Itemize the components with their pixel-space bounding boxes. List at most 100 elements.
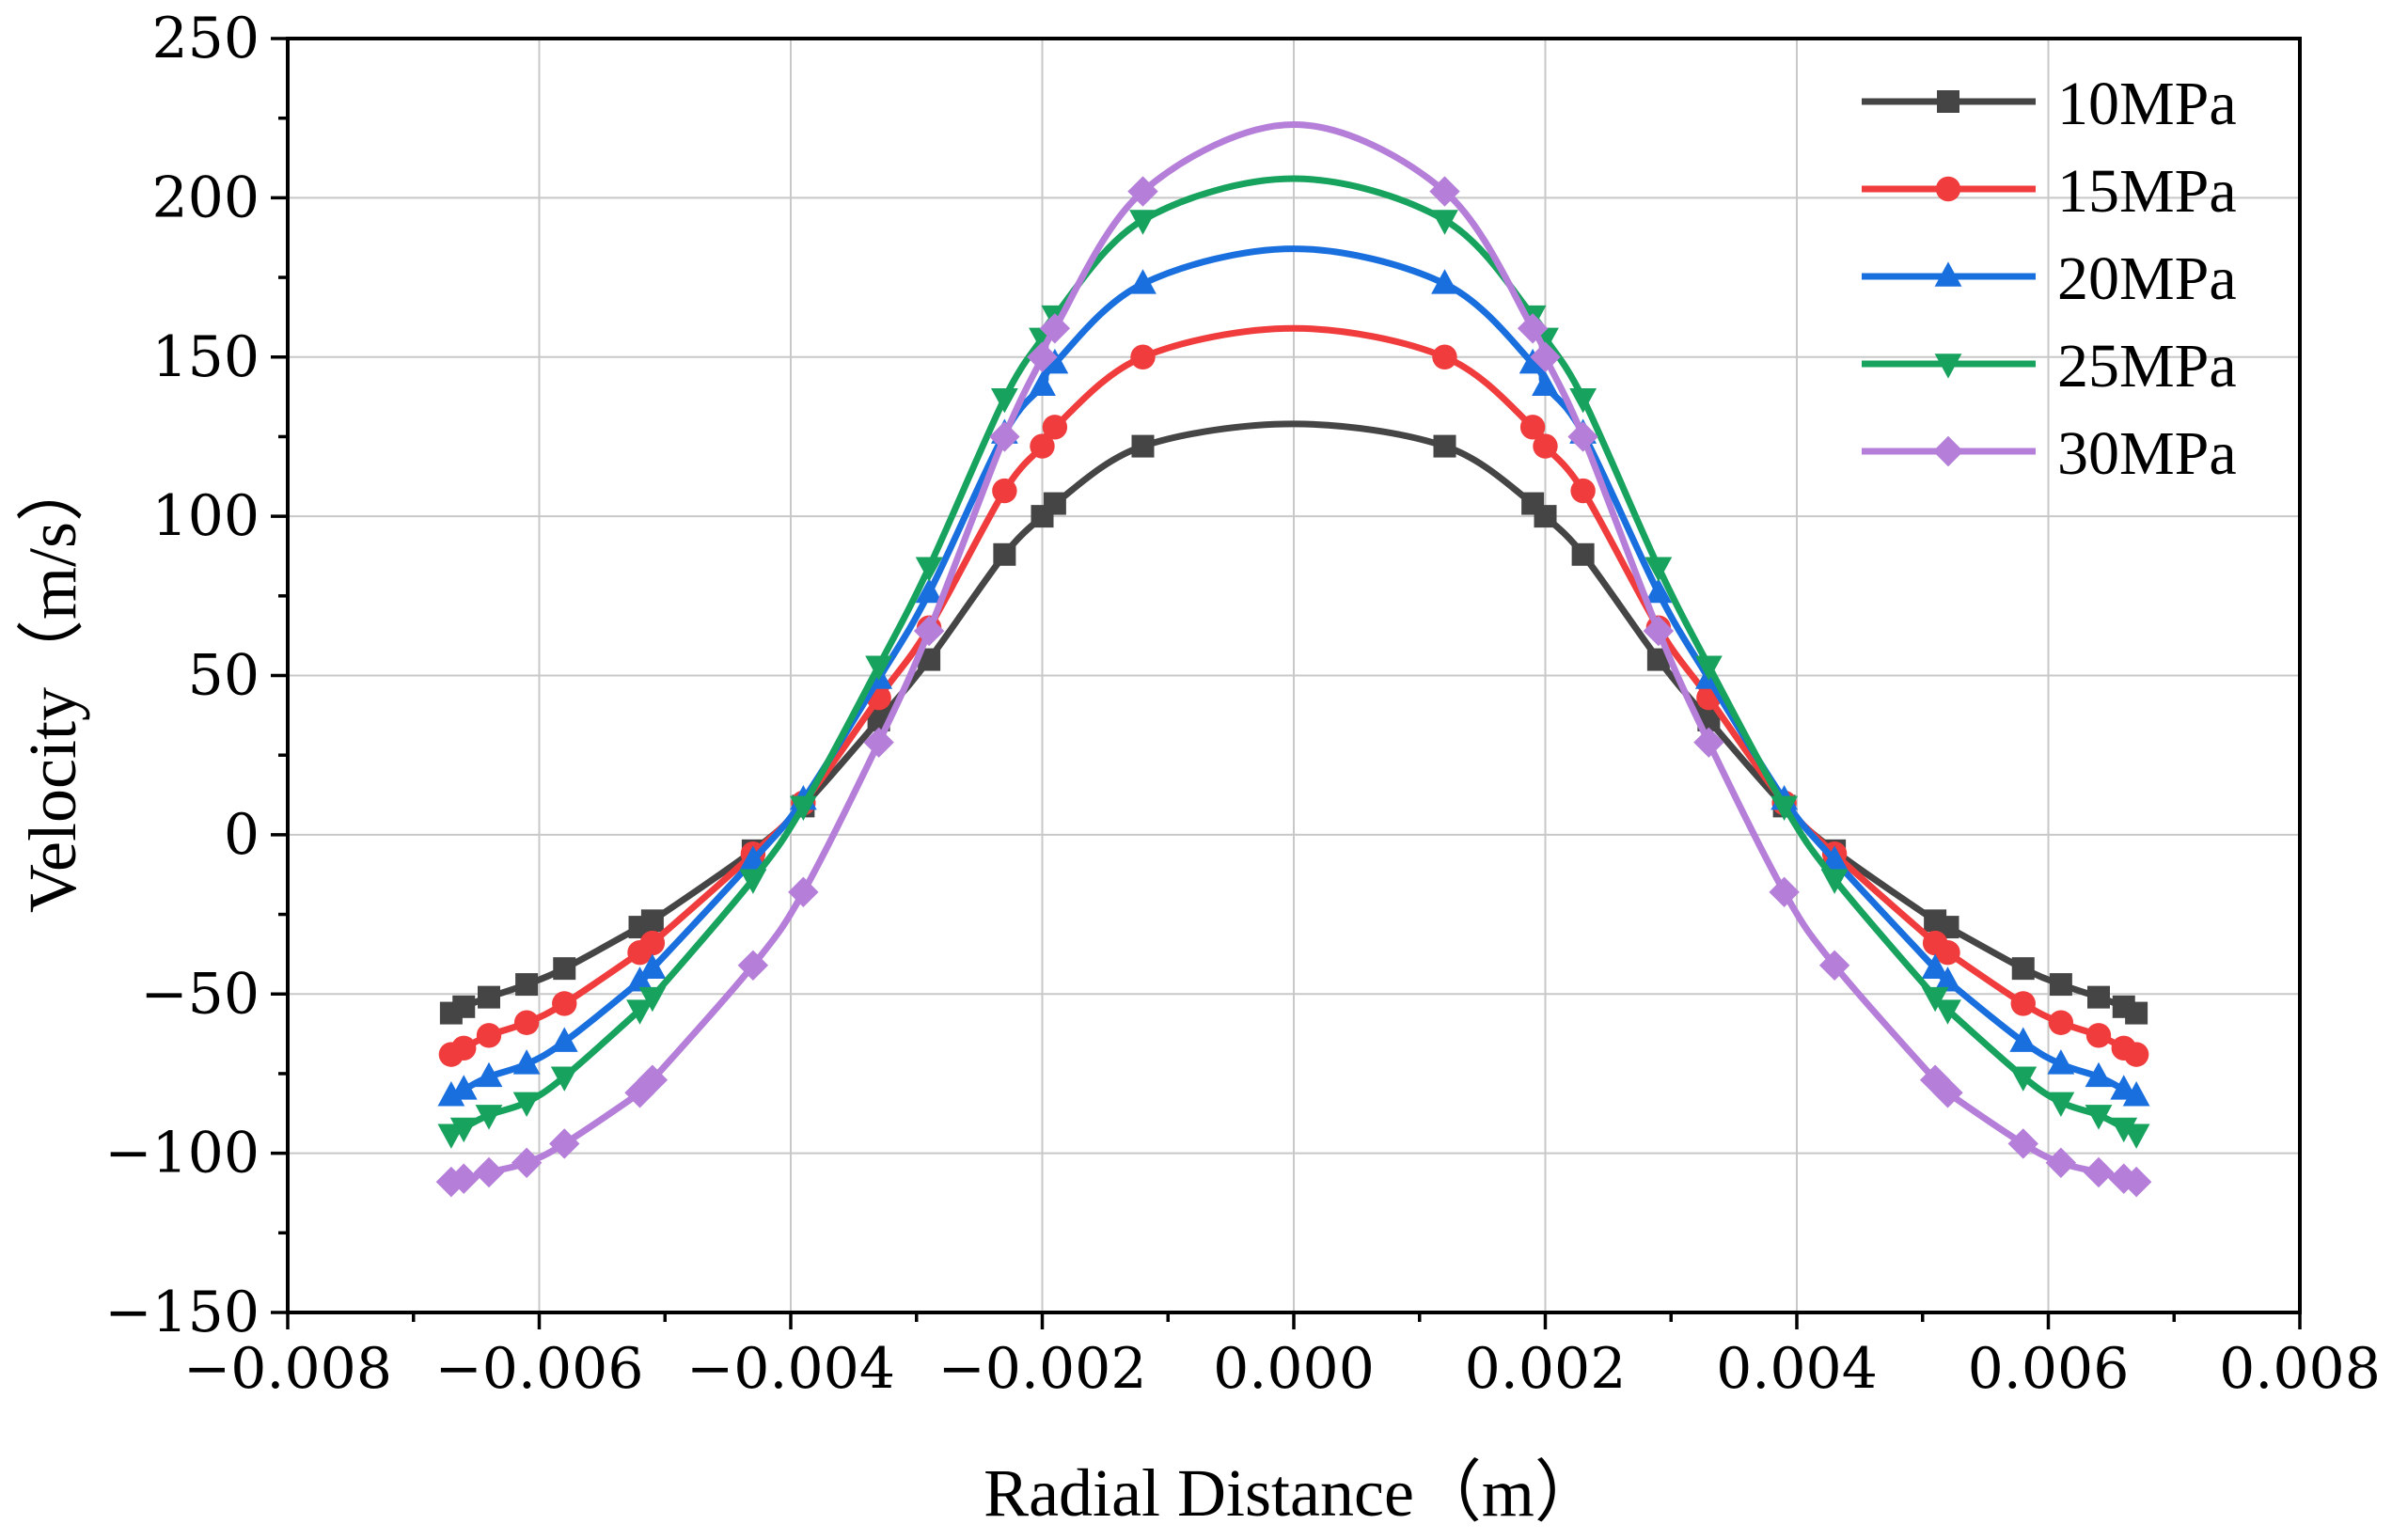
data-point xyxy=(626,966,653,992)
data-point xyxy=(2049,973,2072,997)
data-point xyxy=(2122,1081,2150,1107)
legend-marker xyxy=(1934,354,1962,379)
data-point xyxy=(1693,727,1724,758)
data-point xyxy=(2009,1066,2038,1092)
data-point xyxy=(1431,269,1458,294)
data-point xyxy=(1921,986,1949,1013)
y-tick-label: 200 xyxy=(151,165,260,230)
data-point xyxy=(1433,434,1456,458)
data-point xyxy=(2125,1001,2148,1025)
data-point xyxy=(993,542,1016,566)
data-point xyxy=(451,1035,477,1061)
data-point xyxy=(1042,415,1068,440)
data-point xyxy=(915,577,943,604)
data-point xyxy=(1432,344,1457,369)
data-point xyxy=(1043,492,1066,515)
data-point xyxy=(637,1064,669,1095)
x-tick-label: −0.008 xyxy=(183,1336,392,1402)
grid xyxy=(288,39,2300,1312)
data-point xyxy=(2083,1156,2115,1188)
y-tick-label: 0 xyxy=(224,802,260,868)
data-point xyxy=(1027,341,1058,372)
data-point xyxy=(2122,1124,2150,1149)
plot-frame xyxy=(286,37,2302,1314)
data-point xyxy=(1644,557,1673,582)
x-tick-label: 0.000 xyxy=(1213,1336,1375,1402)
data-point xyxy=(865,655,893,681)
data-point xyxy=(549,1128,580,1159)
data-point xyxy=(2010,991,2036,1016)
legend: 10MPa 15MPa 20MPa 25MPa 30MPa xyxy=(1862,70,2237,488)
data-point xyxy=(1029,370,1056,397)
data-point xyxy=(1519,348,1547,374)
data-point xyxy=(1769,876,1800,908)
data-point xyxy=(638,986,667,1013)
data-point xyxy=(1030,433,1055,459)
data-point xyxy=(1644,577,1673,604)
data-point xyxy=(2085,1105,2113,1130)
legend-entry: 30MPa xyxy=(1862,419,2237,488)
legend-label: 30MPa xyxy=(2057,419,2237,488)
data-point xyxy=(2045,1147,2077,1178)
data-point xyxy=(915,557,943,582)
data-point xyxy=(2009,1027,2038,1052)
data-point xyxy=(913,615,945,647)
y-tick-label: −150 xyxy=(104,1280,260,1345)
legend-label: 25MPa xyxy=(2057,332,2237,401)
x-tick-label: 0.008 xyxy=(2219,1336,2381,1402)
data-point xyxy=(1694,655,1723,681)
data-point xyxy=(1519,415,1546,440)
data-point xyxy=(1770,795,1799,821)
data-point xyxy=(448,1163,480,1194)
series-15MPa xyxy=(438,324,2149,1067)
data-point xyxy=(1530,341,1561,372)
data-point xyxy=(1934,999,1961,1025)
data-point xyxy=(513,1010,540,1035)
legend-label: 15MPa xyxy=(2057,157,2237,226)
data-point xyxy=(475,1061,503,1088)
data-point xyxy=(788,876,819,908)
tick-labels: −0.008 −0.006 −0.004 −0.002 0.000 0.002 0.004 0… xyxy=(104,6,2381,1402)
data-point xyxy=(1517,313,1549,344)
legend-marker xyxy=(1934,261,1962,287)
data-point xyxy=(1934,966,1961,992)
y-tick-label: 100 xyxy=(151,483,260,549)
data-point xyxy=(512,1049,541,1075)
data-point xyxy=(1919,1064,1951,1095)
data-point xyxy=(2087,985,2110,1009)
data-point xyxy=(2047,1049,2075,1075)
data-point xyxy=(2123,1042,2149,1067)
x-tick-label: 0.002 xyxy=(1465,1336,1627,1402)
data-point xyxy=(449,1117,478,1143)
x-tick-label: 0.004 xyxy=(1716,1336,1878,1402)
data-point xyxy=(1932,1077,1963,1108)
data-point xyxy=(1041,348,1069,374)
data-point xyxy=(1532,370,1559,397)
data-point xyxy=(1921,953,1949,979)
data-point xyxy=(1127,176,1158,207)
x-axis-title: Radial Distance（m） xyxy=(984,1455,1602,1531)
x-tick-label: 0.006 xyxy=(1968,1336,2130,1402)
data-point xyxy=(553,957,576,981)
x-tick-label: −0.004 xyxy=(686,1336,895,1402)
data-point xyxy=(1039,313,1071,344)
data-point xyxy=(1129,210,1157,235)
data-point xyxy=(1571,542,1595,566)
x-tick-label: −0.006 xyxy=(434,1336,643,1402)
data-point xyxy=(449,1075,478,1100)
y-tick-label: −50 xyxy=(140,961,260,1027)
data-point xyxy=(476,1023,502,1048)
data-point xyxy=(1818,950,1850,981)
data-point xyxy=(1130,344,1156,369)
series-10MPa xyxy=(439,420,2148,1025)
legend-marker xyxy=(1932,435,1964,467)
data-point xyxy=(739,845,767,871)
data-point xyxy=(1429,176,1460,207)
legend-label: 10MPa xyxy=(2057,70,2237,138)
data-point xyxy=(437,1081,465,1107)
data-point xyxy=(1534,505,1557,528)
data-point xyxy=(2110,1117,2138,1143)
legend-label: 20MPa xyxy=(2057,244,2237,313)
series-30MPa xyxy=(435,120,2152,1198)
